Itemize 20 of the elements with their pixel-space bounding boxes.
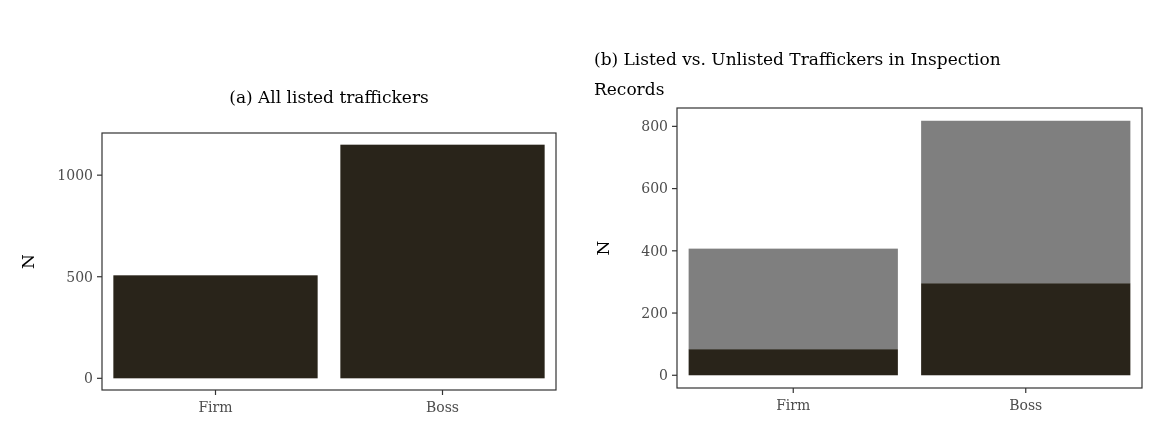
bar — [921, 120, 1131, 284]
chart-title: (a) All listed traffickers — [229, 87, 429, 107]
chart-title: (b) Listed vs. Unlisted Traffickers in Inspection Records — [594, 49, 1001, 99]
y-tick-label: 600 — [641, 180, 668, 197]
bar — [688, 349, 898, 376]
y-tick-label: 400 — [641, 242, 668, 259]
x-tick-label: Boss — [1009, 397, 1043, 413]
y-tick-label: 0 — [659, 367, 668, 384]
x-tick-label: Firm — [776, 397, 811, 413]
y-tick-label: 500 — [66, 268, 93, 285]
y-tick-label: 800 — [641, 118, 668, 135]
y-axis-title: N — [18, 253, 38, 269]
y-tick-label: 200 — [641, 304, 668, 321]
y-axis-title: N — [593, 240, 613, 256]
bar — [688, 248, 898, 350]
y-tick-label: 0 — [84, 370, 93, 387]
bar — [921, 283, 1131, 376]
x-tick-label: Boss — [425, 399, 460, 415]
x-tick-label: Firm — [198, 399, 233, 415]
y-tick-label: 1000 — [57, 167, 93, 184]
